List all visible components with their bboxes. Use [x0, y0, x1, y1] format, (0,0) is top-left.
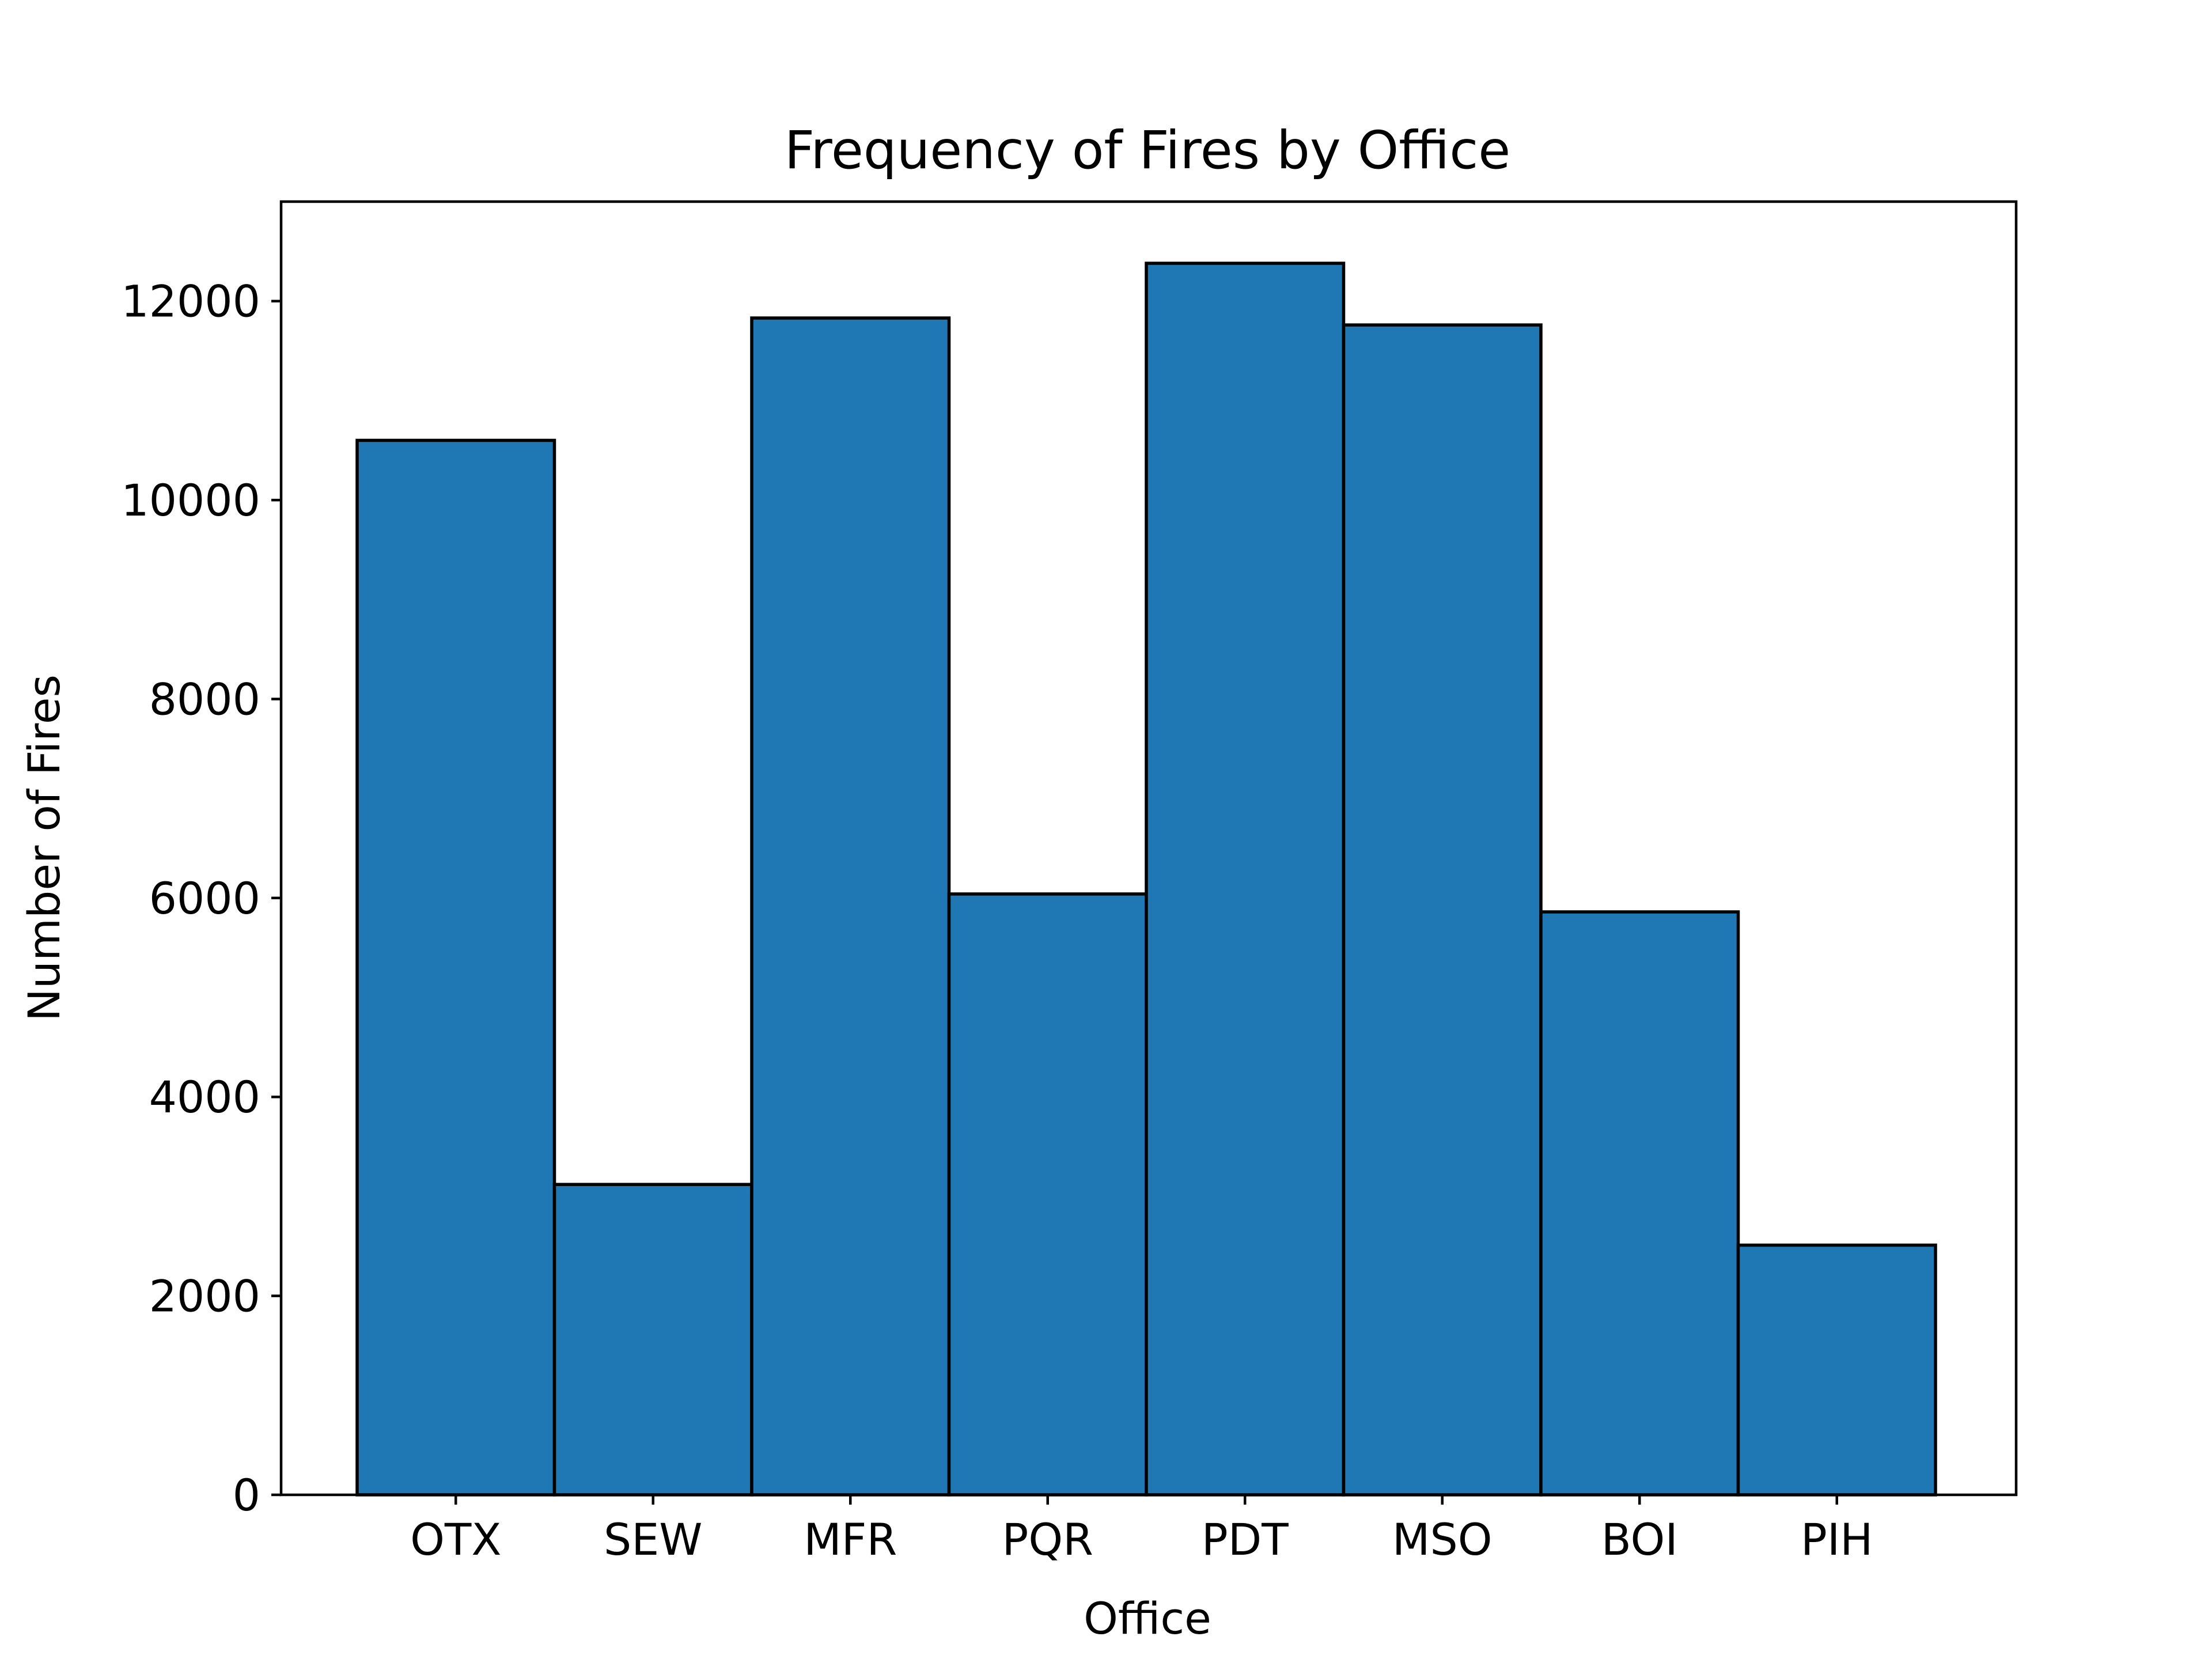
bar-boi: [1539, 910, 1740, 1497]
x-tick-label: PIH: [1801, 1514, 1873, 1565]
chart-title: Frequency of Fires by Office: [785, 120, 1511, 181]
bar-sew: [552, 1183, 753, 1497]
y-tick-label: 8000: [149, 673, 260, 725]
bar-pih: [1736, 1243, 1937, 1497]
x-tick-label: OTX: [410, 1514, 501, 1565]
bars: [355, 262, 1937, 1497]
y-axis-ticks: 0 2000 4000 6000 8000 10000 12000: [121, 276, 281, 1521]
x-tick-label: SEW: [604, 1514, 702, 1565]
y-tick-label: 10000: [121, 475, 260, 526]
x-tick-label: BOI: [1601, 1514, 1678, 1565]
y-tick-label: 0: [233, 1469, 260, 1521]
x-tick-label: PDT: [1202, 1514, 1289, 1565]
x-tick-label: PQR: [1002, 1514, 1093, 1565]
plot-frame: [279, 200, 2018, 1497]
y-tick-label: 2000: [149, 1271, 260, 1322]
y-tick-label: 12000: [121, 276, 260, 327]
y-axis-label: Number of Fires: [18, 675, 70, 1021]
bar-otx: [355, 438, 556, 1497]
bar-mso: [1342, 323, 1543, 1497]
bar-pdt: [1145, 262, 1346, 1497]
bar-pqr: [947, 892, 1148, 1497]
x-tick-label: MFR: [804, 1514, 897, 1565]
bar-mfr: [750, 316, 951, 1497]
x-axis-ticks: OTX SEW MFR PQR PDT MSO BOI PIH: [410, 1495, 1873, 1565]
x-axis-label: Office: [1084, 1593, 1211, 1644]
y-tick-label: 4000: [149, 1071, 260, 1123]
y-tick-label: 6000: [149, 873, 260, 924]
x-tick-label: MSO: [1392, 1514, 1493, 1565]
